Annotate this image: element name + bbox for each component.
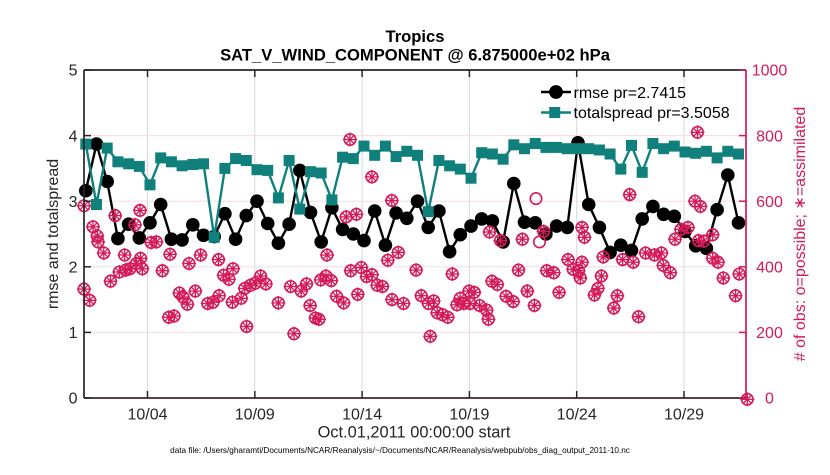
- svg-text:totalspread pr=3.5058: totalspread pr=3.5058: [574, 105, 730, 122]
- svg-text:0: 0: [765, 391, 774, 408]
- svg-text:rmse pr=2.7415: rmse pr=2.7415: [574, 85, 687, 102]
- svg-text:1000: 1000: [752, 63, 788, 80]
- svg-text:# of obs: o=possible; ∗=assimi: # of obs: o=possible; ∗=assimilated: [792, 107, 809, 361]
- svg-text:4: 4: [69, 128, 78, 145]
- svg-text:3: 3: [69, 194, 78, 211]
- svg-text:Tropics: Tropics: [385, 27, 444, 46]
- svg-text:Oct.01,2011 00:00:00 start: Oct.01,2011 00:00:00 start: [318, 424, 511, 442]
- svg-text:1: 1: [69, 325, 78, 342]
- svg-text:5: 5: [69, 63, 78, 80]
- svg-text:10/24: 10/24: [557, 407, 597, 424]
- svg-text:10/04: 10/04: [127, 407, 167, 424]
- svg-text:rmse and totalspread: rmse and totalspread: [45, 159, 62, 309]
- svg-text:0: 0: [69, 391, 78, 408]
- svg-text:600: 600: [756, 194, 783, 211]
- svg-text:800: 800: [756, 128, 783, 145]
- svg-text:2: 2: [69, 260, 78, 277]
- svg-text:10/19: 10/19: [449, 407, 489, 424]
- svg-text:SAT_V_WIND_COMPONENT @ 6.87500: SAT_V_WIND_COMPONENT @ 6.875000e+02 hPa: [220, 46, 611, 65]
- svg-text:10/14: 10/14: [342, 407, 382, 424]
- svg-text:10/09: 10/09: [235, 407, 275, 424]
- svg-text:400: 400: [756, 260, 783, 277]
- svg-text:10/29: 10/29: [664, 407, 704, 424]
- svg-text:data file: /Users/gharamti/Doc: data file: /Users/gharamti/Documents/NCA…: [170, 446, 630, 455]
- svg-text:200: 200: [756, 325, 783, 342]
